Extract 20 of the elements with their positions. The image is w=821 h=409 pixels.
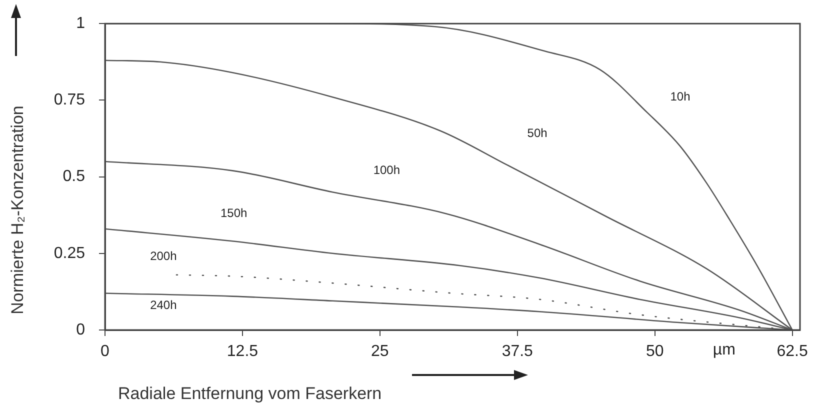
series-label: 200h bbox=[150, 248, 177, 263]
x-tick-label: 62.5 bbox=[776, 343, 808, 360]
text: µm bbox=[712, 341, 736, 358]
x-tick-label: 12.5 bbox=[226, 343, 258, 360]
x-tick-label: 50 bbox=[646, 343, 664, 360]
series-label: 10h bbox=[670, 89, 690, 104]
y-tick-label: 0.5 bbox=[62, 168, 86, 186]
x-tick-label: 37.5 bbox=[502, 343, 534, 360]
x-tick-label: 0 bbox=[100, 343, 110, 360]
series-label: 100h bbox=[373, 162, 400, 177]
series-label: 240h bbox=[150, 298, 177, 312]
y-tick-label: 0.75 bbox=[54, 92, 86, 109]
x-axis-title: Radiale Entfernung vom Faserkern bbox=[118, 384, 382, 404]
y-tick-label: 0.25 bbox=[54, 244, 86, 262]
y-tick-label: 1 bbox=[76, 15, 86, 32]
y-tick-label: 0 bbox=[76, 321, 86, 338]
text: 50h bbox=[527, 126, 548, 140]
y-axis-title: Normierte H₂-Konzentration bbox=[8, 104, 28, 316]
x-tick-label: 25 bbox=[371, 343, 389, 360]
series-label: 150h bbox=[220, 206, 248, 220]
